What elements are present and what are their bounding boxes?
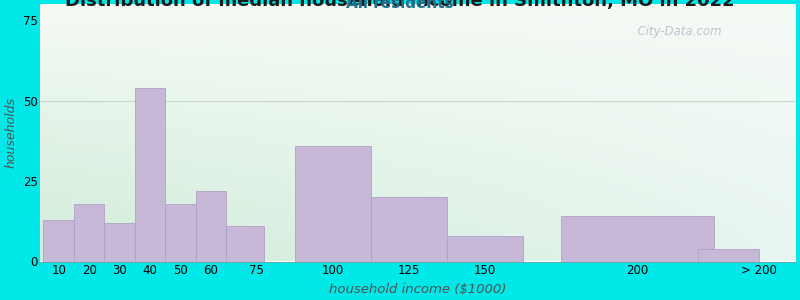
Bar xyxy=(447,236,523,262)
Bar xyxy=(294,146,371,262)
Bar xyxy=(104,223,135,262)
Y-axis label: households: households xyxy=(4,97,17,168)
Text: Distribution of median household income in Smithton, MO in 2022: Distribution of median household income … xyxy=(65,0,735,10)
Bar xyxy=(562,217,714,262)
X-axis label: household income ($1000): household income ($1000) xyxy=(330,283,506,296)
Text: All residents: All residents xyxy=(346,0,454,11)
Bar xyxy=(135,88,166,262)
Bar xyxy=(196,191,226,262)
Bar xyxy=(74,204,104,262)
Text: City-Data.com: City-Data.com xyxy=(630,25,722,38)
Bar xyxy=(166,204,196,262)
Bar xyxy=(698,249,759,262)
Bar xyxy=(226,226,264,262)
Bar xyxy=(43,220,74,262)
Bar xyxy=(371,197,447,262)
